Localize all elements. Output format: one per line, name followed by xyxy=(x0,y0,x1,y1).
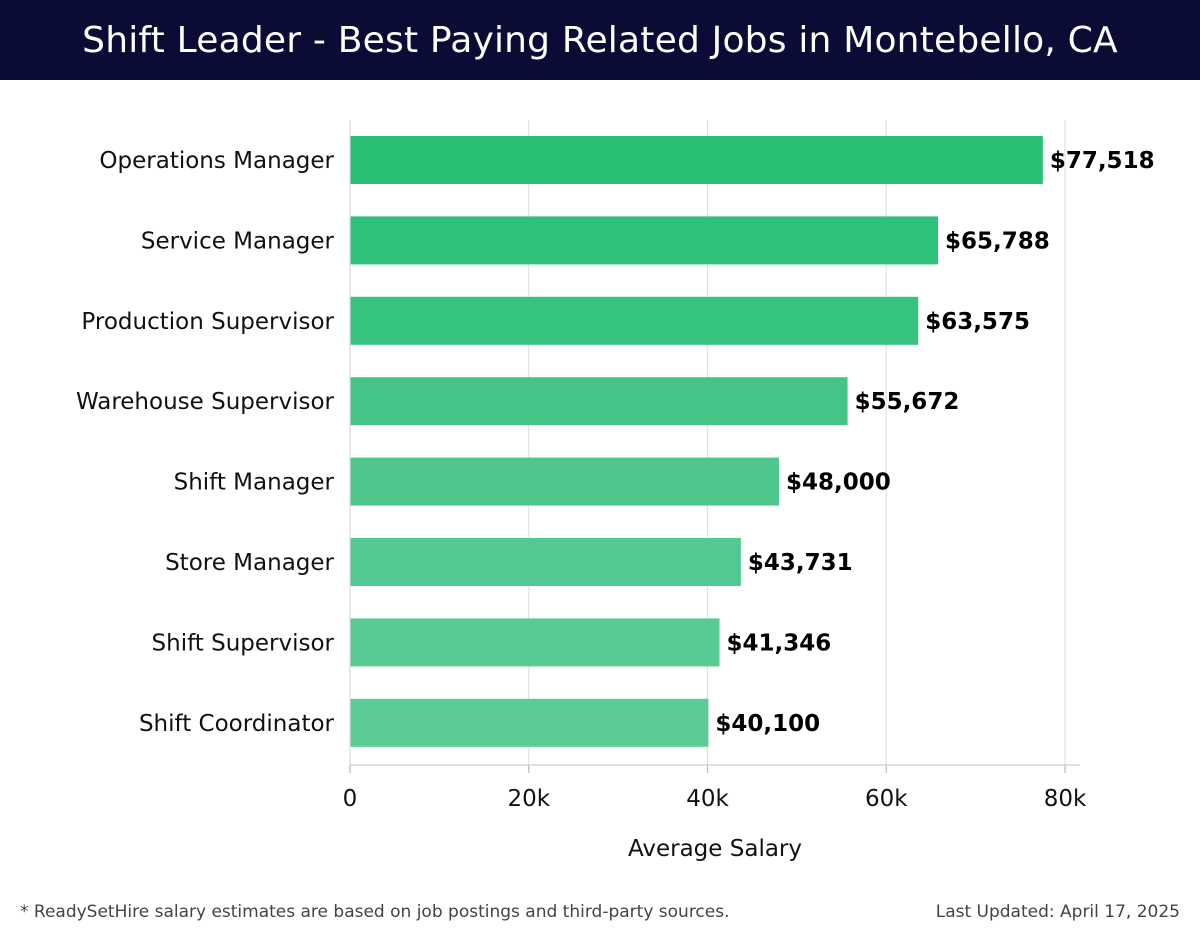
x-tick-label: 20k xyxy=(507,786,550,812)
last-updated: Last Updated: April 17, 2025 xyxy=(935,902,1180,922)
category-label: Shift Supervisor xyxy=(152,630,335,656)
footnote: * ReadySetHire salary estimates are base… xyxy=(20,902,730,922)
bar xyxy=(350,296,919,345)
x-tick-label: 80k xyxy=(1044,786,1087,812)
value-label: $40,100 xyxy=(715,711,820,737)
bar xyxy=(350,618,720,667)
category-label: Store Manager xyxy=(165,550,334,576)
value-label: $63,575 xyxy=(925,309,1030,335)
value-label: $48,000 xyxy=(786,470,891,496)
value-label: $55,672 xyxy=(855,389,960,415)
category-label: Service Manager xyxy=(141,228,335,254)
category-label: Shift Manager xyxy=(174,470,335,496)
bar xyxy=(350,698,709,747)
title-banner: Shift Leader - Best Paying Related Jobs … xyxy=(0,0,1200,80)
x-axis-title: Average Salary xyxy=(628,836,802,862)
value-label: $65,788 xyxy=(945,228,1050,254)
bars xyxy=(350,136,1043,747)
bar xyxy=(350,216,938,265)
x-tick-label: 0 xyxy=(343,786,358,812)
value-label: $41,346 xyxy=(727,630,832,656)
value-label: $43,731 xyxy=(748,550,853,576)
bar xyxy=(350,457,779,506)
bar xyxy=(350,136,1043,184)
category-labels: Operations Manager Service Manager Product… xyxy=(76,148,335,737)
bar xyxy=(350,377,848,426)
category-label: Production Supervisor xyxy=(81,309,334,335)
chart-title: Shift Leader - Best Paying Related Jobs … xyxy=(82,19,1118,61)
value-label: $77,518 xyxy=(1050,148,1155,174)
x-tick-label: 60k xyxy=(865,786,908,812)
x-axis: 0 20k 40k 60k 80k xyxy=(343,120,1087,812)
x-tick-label: 40k xyxy=(686,786,729,812)
category-label: Operations Manager xyxy=(99,148,334,174)
category-label: Shift Coordinator xyxy=(139,711,335,737)
category-label: Warehouse Supervisor xyxy=(76,389,335,415)
value-labels: $77,518 $65,788 $63,575 $55,672 $48,000 $43,7… xyxy=(715,148,1154,737)
bar xyxy=(350,538,741,586)
